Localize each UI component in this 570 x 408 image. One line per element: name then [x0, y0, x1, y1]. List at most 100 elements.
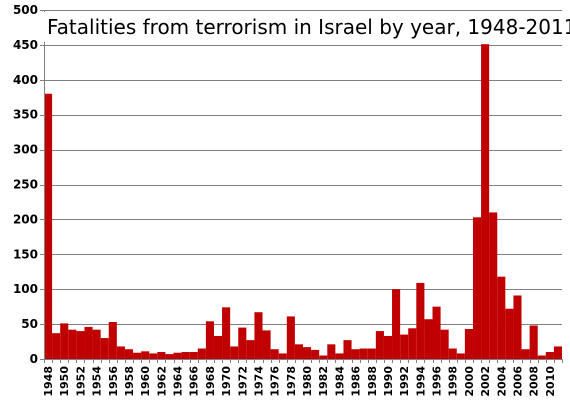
x-tick-label: 1972 — [236, 366, 249, 397]
bar — [392, 289, 401, 359]
bar — [432, 306, 441, 359]
bar — [513, 295, 522, 359]
x-tick-label: 1964 — [172, 366, 185, 397]
x-tick-label: 1956 — [107, 366, 120, 397]
bar — [213, 335, 223, 359]
bar — [521, 349, 530, 359]
x-tick-label: 1978 — [285, 366, 298, 397]
bar — [116, 346, 125, 359]
x-tick-label: 1976 — [269, 366, 282, 397]
bar — [205, 321, 214, 359]
bar — [165, 354, 174, 359]
bar — [52, 333, 61, 359]
x-tick-label: 1994 — [414, 366, 427, 397]
bar — [278, 353, 287, 359]
x-tick-label: 2000 — [463, 366, 476, 397]
bar — [505, 308, 514, 359]
bar — [408, 328, 417, 359]
bar — [481, 44, 490, 359]
x-tick-label: 1950 — [58, 366, 71, 397]
bar — [537, 355, 546, 359]
y-tick-label: 500 — [13, 3, 38, 17]
y-tick-label: 400 — [13, 73, 38, 87]
bar — [238, 327, 247, 359]
bar — [141, 351, 150, 359]
x-tick-label: 1974 — [252, 366, 265, 397]
x-tick-label: 1962 — [155, 366, 168, 397]
y-tick-label: 150 — [13, 247, 38, 261]
bar — [197, 348, 206, 359]
bar — [553, 346, 562, 359]
x-tick-label: 1984 — [333, 366, 346, 397]
y-tick-label: 100 — [13, 282, 38, 296]
x-tick-label: 1998 — [447, 366, 460, 397]
x-tick-label: 1952 — [74, 366, 87, 397]
bar — [189, 352, 198, 359]
bar — [76, 331, 85, 359]
x-tick-label: 1960 — [139, 366, 152, 397]
y-tick-labels: 0 50 100 150 200 250 300 350 400 450 500 — [13, 3, 38, 366]
x-tick-label: 1966 — [188, 366, 201, 397]
y-tick-label: 350 — [13, 108, 38, 122]
y-tick-label: 300 — [13, 143, 38, 157]
x-tick-label: 2002 — [479, 366, 492, 397]
bar — [124, 349, 134, 359]
x-tick-label: 1954 — [91, 366, 104, 397]
bar — [149, 353, 158, 359]
x-tick-label: 1948 — [42, 366, 55, 397]
bar — [311, 349, 320, 359]
bar — [181, 352, 190, 359]
y-tick-label: 0 — [30, 352, 38, 366]
bar — [157, 352, 166, 359]
bar — [286, 316, 295, 359]
bar — [327, 344, 336, 359]
bar — [92, 329, 101, 359]
x-tick-label: 2006 — [511, 366, 524, 397]
bar — [343, 340, 352, 359]
bar — [246, 340, 255, 359]
x-tick-label: 1980 — [301, 366, 314, 397]
bar — [222, 307, 231, 359]
bar — [440, 329, 449, 359]
bar — [472, 217, 482, 359]
chart-title: Fatalities from terrorism in Israel by y… — [47, 15, 570, 39]
bar — [367, 348, 376, 359]
gridlines — [44, 10, 562, 325]
bar — [262, 330, 271, 359]
bar — [416, 282, 425, 359]
axes — [40, 10, 563, 363]
bar — [489, 212, 498, 359]
bar — [84, 326, 93, 359]
bar — [254, 312, 263, 359]
bar — [60, 323, 69, 359]
bar — [100, 338, 109, 359]
bar — [44, 93, 53, 359]
bar — [400, 334, 409, 359]
bar — [375, 331, 384, 359]
bar — [133, 352, 142, 359]
y-tick-label: 50 — [21, 317, 38, 331]
bar — [424, 319, 433, 359]
bar — [464, 328, 473, 359]
x-tick-label: 1988 — [366, 366, 379, 397]
bar — [68, 329, 77, 359]
bar — [497, 276, 506, 359]
x-tick-label: 1982 — [317, 366, 330, 397]
bar — [545, 352, 554, 359]
x-tick-label: 2008 — [528, 366, 541, 397]
x-tick-label: 2004 — [495, 366, 508, 397]
x-tick-label: 1990 — [382, 366, 395, 397]
bars — [44, 44, 562, 359]
title-background — [44, 12, 536, 42]
bar — [108, 322, 117, 359]
bar — [351, 349, 360, 359]
bar — [294, 344, 303, 359]
bar — [529, 325, 538, 359]
x-tick-label: 1958 — [123, 366, 136, 397]
x-tick-label: 1986 — [350, 366, 363, 397]
bar — [173, 352, 182, 359]
bar — [359, 348, 368, 359]
y-tick-label: 250 — [13, 178, 38, 192]
bar — [448, 348, 457, 359]
